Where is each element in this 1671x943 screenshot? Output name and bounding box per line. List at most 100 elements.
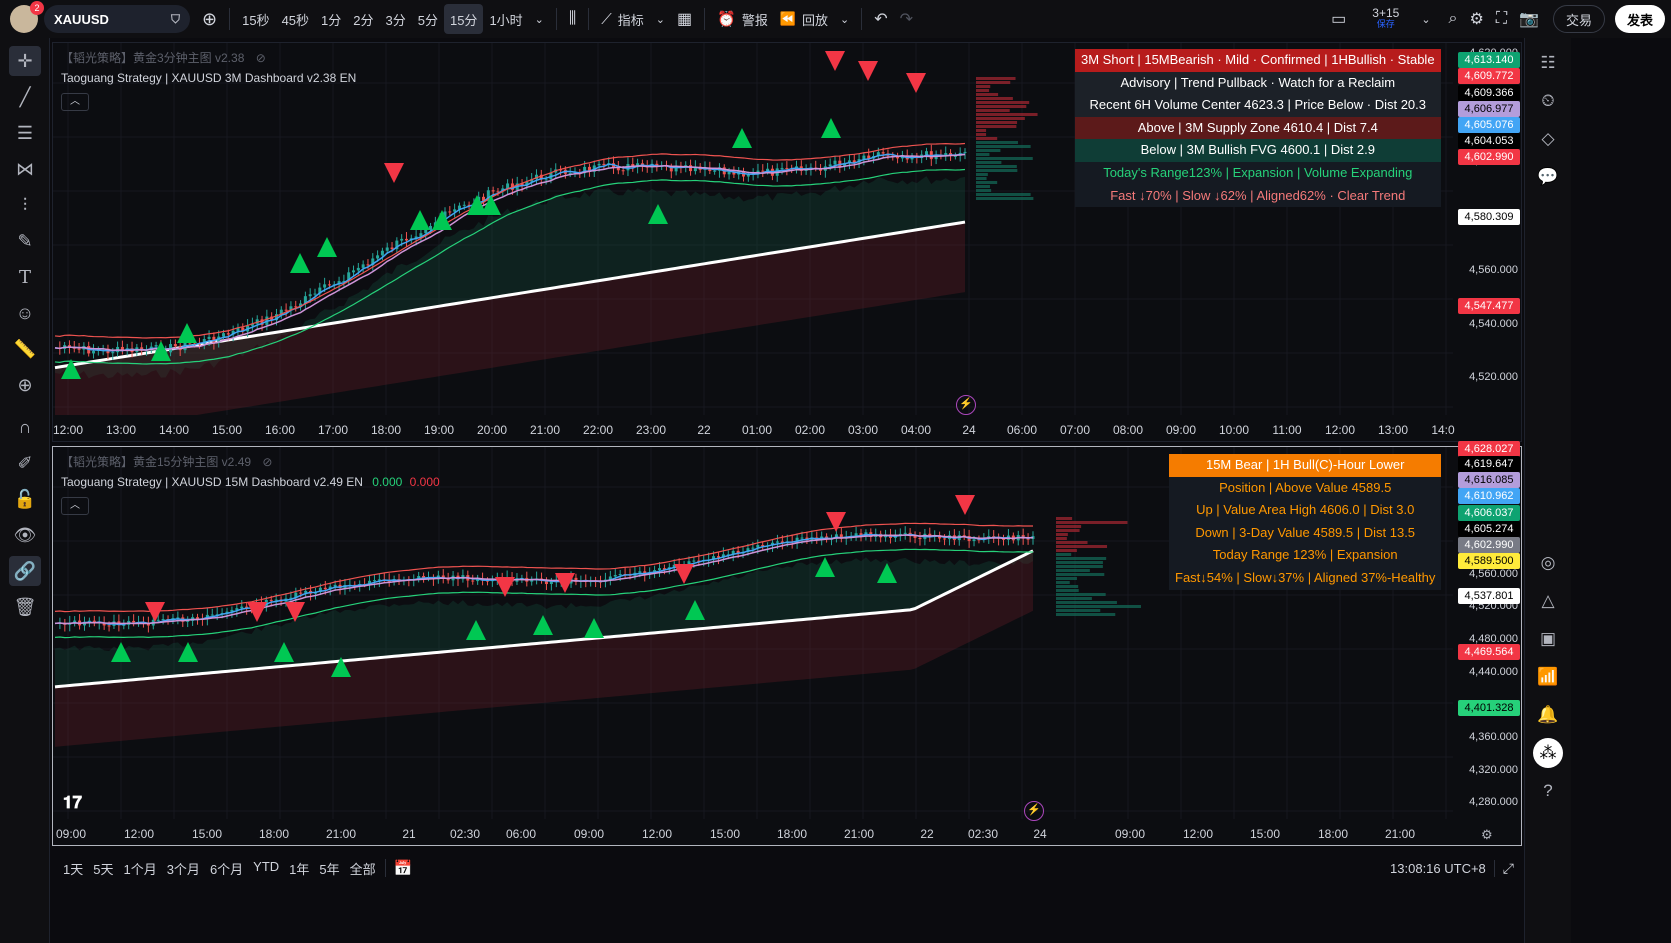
emoji-icon[interactable]: ☺ xyxy=(15,302,35,323)
symbol-search[interactable]: XAUUSD ⛉ xyxy=(44,5,190,33)
range-button[interactable]: 5天 xyxy=(93,861,114,877)
interval-15m[interactable]: 15分 xyxy=(443,4,484,34)
price-axis-15m[interactable]: 4,560.000 4,520.000 4,480.000 4,440.000 4,36… xyxy=(1456,441,1524,845)
candle-body xyxy=(530,179,534,182)
volume-profile-bar xyxy=(1056,529,1080,532)
target-icon[interactable]: ◎ xyxy=(1540,553,1556,572)
ruler-icon[interactable]: 📏 xyxy=(13,338,37,359)
ideas-icon[interactable]: △ xyxy=(1541,591,1555,610)
magnet-icon[interactable]: ∩ xyxy=(18,416,32,437)
lightning-icon[interactable]: ⚡ xyxy=(956,395,976,415)
apps-grid-icon[interactable]: ⁂ xyxy=(1533,738,1563,768)
help-icon[interactable]: ? xyxy=(1543,781,1553,800)
collapse-chevron-icon[interactable]: ︿ xyxy=(61,93,89,111)
undo-icon[interactable]: ↶ xyxy=(874,11,888,28)
interval-45s[interactable]: 45秒 xyxy=(281,12,310,28)
time-axis-3m[interactable]: 12:00 13:00 14:00 15:00 16:00 17:00 18:00 19:00… xyxy=(53,423,1455,441)
chart-pane-15m[interactable]: 【韬光策略】黄金15分钟主图 v2.49 ⊘ Taoguang Strategy… xyxy=(52,441,1524,846)
zoom-in-icon[interactable]: ⊕ xyxy=(17,374,33,395)
compare-add-icon[interactable]: ⊕ xyxy=(202,8,218,29)
stay-drawing-icon[interactable]: ✐ xyxy=(17,452,33,473)
indicators-chevron-icon[interactable]: ⌄ xyxy=(655,13,666,26)
crosshair-icon[interactable]: ✛ xyxy=(9,46,41,76)
dashboard-row: Recent 6H Volume Center 4623.3 | Price B… xyxy=(1075,94,1441,117)
calendar-icon[interactable]: ▣ xyxy=(1539,629,1557,648)
range-button[interactable]: 3个月 xyxy=(166,861,200,877)
candle-body xyxy=(506,183,510,189)
range-button[interactable]: 6个月 xyxy=(209,861,244,877)
interval-15s[interactable]: 15秒 xyxy=(242,12,270,28)
interval-1h[interactable]: 1小时 xyxy=(489,12,523,28)
range-button[interactable]: 全部 xyxy=(349,861,376,877)
trash-icon[interactable]: 🗑 xyxy=(13,596,37,617)
brush-icon[interactable]: ✎ xyxy=(17,230,33,251)
range-button[interactable]: 1年 xyxy=(289,861,310,877)
interval-1m[interactable]: 1分 xyxy=(321,12,342,28)
price-tag: 4,602.990 xyxy=(1458,149,1520,165)
candle-style-icon[interactable]: ⫼ xyxy=(568,10,577,27)
sell-signal-triangle xyxy=(858,61,878,81)
publish-button[interactable]: 发表 xyxy=(1614,5,1665,33)
range-button[interactable]: 5年 xyxy=(319,861,340,877)
volume-profile-bar xyxy=(976,193,1031,196)
alerts-button[interactable]: ⏰ 警报 xyxy=(711,4,774,34)
resistance-step-line xyxy=(54,142,966,339)
layout-save-button[interactable]: 3+15 保存 xyxy=(1366,4,1405,34)
range-button[interactable]: 1个月 xyxy=(123,861,157,877)
chart-pane-3m[interactable]: 【韬光策略】黄金3分钟主图 v2.38 ⊘ Taoguang Strategy … xyxy=(52,42,1522,442)
pattern-tool-icon[interactable]: ⋈ xyxy=(16,158,34,179)
resistance-step-line xyxy=(54,522,1034,613)
user-avatar[interactable]: 2 xyxy=(10,1,44,33)
range-button[interactable]: YTD xyxy=(253,858,280,874)
chart-canvas-15m[interactable] xyxy=(53,447,1453,819)
pane2-value-green: 0.000 xyxy=(372,475,403,489)
trend-line-icon[interactable]: ╱ xyxy=(19,86,31,107)
text-tool-icon[interactable]: T xyxy=(18,266,31,288)
chart-canvas-3m[interactable] xyxy=(53,43,1453,415)
candle-body xyxy=(352,270,356,273)
streams-icon[interactable]: 📶 xyxy=(1537,667,1559,686)
price-axis-3m[interactable]: 4,620.0004,600.0004,580.0004,560.0004,54… xyxy=(1456,43,1524,441)
settings-gear-icon[interactable]: ⚙ xyxy=(1469,11,1484,28)
fullscreen-icon[interactable]: ⛶ xyxy=(1495,10,1508,27)
quick-search-icon[interactable]: ⌕ xyxy=(1448,10,1458,27)
eye-hidden-icon[interactable]: ⊘ xyxy=(262,455,273,469)
goto-date-icon[interactable]: 📅 xyxy=(384,859,421,877)
layout-chevron-icon[interactable]: ⌄ xyxy=(1421,13,1431,26)
interval-5m[interactable]: 5分 xyxy=(417,12,438,28)
candle-body xyxy=(653,570,657,573)
layers-icon[interactable]: ◇ xyxy=(1541,129,1555,148)
replay-chevron-icon[interactable]: ⌄ xyxy=(840,13,850,26)
replay-button[interactable]: ⏪ 回放 xyxy=(774,4,834,34)
pane2-dashboard: 15M Bear | 1H Bull(C)-Hour Lower Position… xyxy=(1169,454,1442,590)
horizontal-lines-icon[interactable]: ☰ xyxy=(16,122,34,143)
layout-panel-icon[interactable]: ▭ xyxy=(1331,11,1347,28)
candle-body xyxy=(289,306,293,311)
link-icon[interactable]: 🔗 xyxy=(9,556,41,586)
camera-snapshot-icon[interactable]: 📷 xyxy=(1519,11,1539,28)
expand-arrows-icon[interactable]: ⤢ xyxy=(1493,859,1522,877)
eye-hidden-icon[interactable]: ⊘ xyxy=(255,51,266,65)
lightning-icon[interactable]: ⚡ xyxy=(1024,801,1044,821)
indicators-button[interactable]: ⟋ 指标 xyxy=(595,4,650,34)
interval-3m[interactable]: 3分 xyxy=(385,12,406,28)
layout-grid-icon[interactable]: ▦ xyxy=(677,11,693,28)
alerts-clock-icon[interactable]: ⏲ xyxy=(1541,91,1555,110)
redo-icon[interactable]: ↷ xyxy=(899,11,914,28)
lock-icon[interactable]: 🔓 xyxy=(13,488,37,509)
trade-button[interactable]: 交易 xyxy=(1552,5,1605,33)
chat-icon[interactable]: 💬 xyxy=(1537,167,1559,186)
interval-2m[interactable]: 2分 xyxy=(353,12,374,28)
eye-icon[interactable]: 👁 xyxy=(13,524,37,545)
time-axis-15m[interactable]: 09:00 12:00 15:00 18:00 21:00 21 02:30 06:00 09:… xyxy=(53,827,1453,845)
fib-tool-icon[interactable]: ⫶ xyxy=(22,194,28,215)
candle-body xyxy=(716,556,720,558)
notifications-bell-icon[interactable]: 🔔 xyxy=(1537,705,1559,724)
collapse-chevron-icon[interactable]: ︿ xyxy=(61,497,89,515)
candle-body xyxy=(308,294,312,297)
interval-dropdown-chevron-icon[interactable]: ⌄ xyxy=(534,13,544,26)
clock-readout[interactable]: 13:08:16 UTC+8 xyxy=(1390,860,1486,876)
axis-settings-gear-icon[interactable]: ⚙ xyxy=(1481,827,1493,842)
watchlist-icon[interactable]: ☷ xyxy=(1540,53,1556,72)
range-button[interactable]: 1天 xyxy=(63,861,84,877)
